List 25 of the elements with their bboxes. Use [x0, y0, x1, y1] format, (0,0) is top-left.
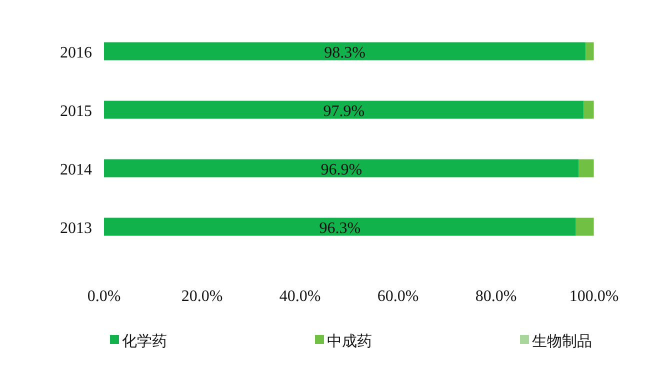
y-tick-label: 2014 — [60, 161, 92, 178]
y-tick-label: 2016 — [60, 44, 92, 62]
x-tick-label: 60.0% — [377, 288, 419, 305]
legend-label: 中成药 — [327, 332, 372, 350]
data-label: 97.9% — [323, 102, 365, 120]
bar — [104, 100, 584, 119]
y-tick-label: 2013 — [60, 220, 92, 237]
x-tick-label: 100.0% — [569, 288, 619, 305]
bar — [586, 42, 594, 60]
x-tick-label: 0.0% — [87, 288, 121, 305]
bar — [104, 42, 586, 60]
data-label: 96.9% — [320, 161, 362, 178]
bar — [578, 159, 594, 178]
x-tick-label: 20.0% — [181, 288, 223, 305]
legend-label: 化学药 — [122, 332, 167, 350]
x-tick-label: 80.0% — [475, 288, 517, 305]
data-label: 98.3% — [324, 44, 366, 62]
bar — [104, 218, 576, 236]
legend-label: 生物制品 — [532, 332, 592, 350]
data-label: 96.3% — [319, 220, 361, 237]
x-tick-label: 40.0% — [279, 288, 321, 305]
y-tick-label: 2015 — [60, 102, 92, 120]
bar — [576, 218, 594, 236]
bar — [584, 100, 594, 119]
bar — [104, 159, 579, 178]
